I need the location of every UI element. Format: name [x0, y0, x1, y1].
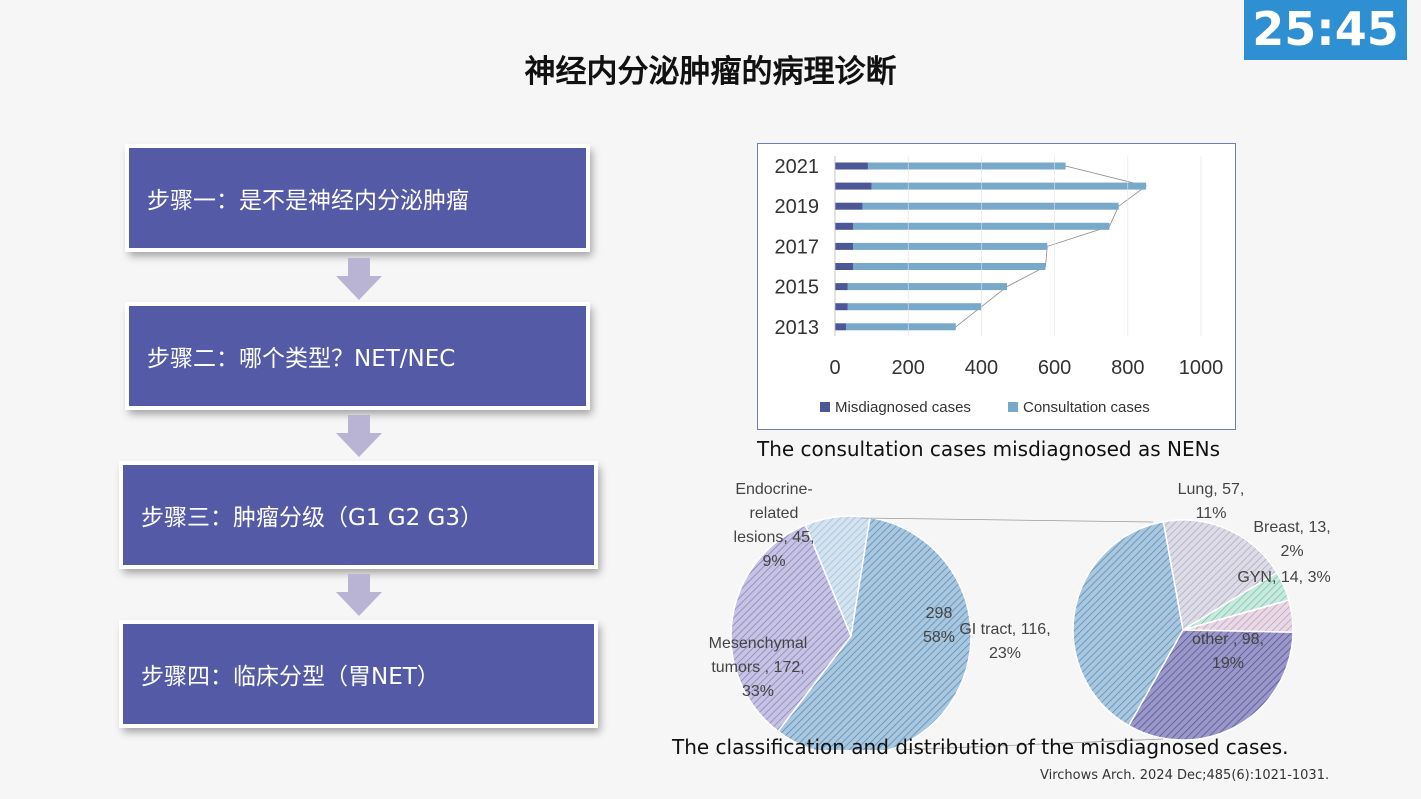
step-4-box: 步骤四：临床分型（胃NET） — [123, 624, 594, 724]
pie-connector-line — [891, 738, 1164, 750]
citation: Virchows Arch. 2024 Dec;485(6):1021-1031… — [1040, 768, 1330, 783]
x-tick-label: 600 — [1038, 357, 1071, 379]
y-tick-label: 2019 — [775, 196, 820, 218]
step-2-box: 步骤二：哪个类型？NET/NEC — [129, 306, 586, 406]
bar-consultation-2020 — [871, 182, 1147, 190]
pie-chart-caption: The classification and distribution of t… — [672, 735, 1289, 759]
down-arrow-icon — [336, 415, 382, 457]
left-pie-slice-unnamed — [777, 516, 972, 750]
bar-consultation-2016 — [853, 263, 1046, 270]
bar-misdiagnosed-2014 — [835, 303, 848, 311]
bar-chart-panel: 2021 2019 2017 2015 2013 0 200 400 600 800 1000 Mis… — [757, 143, 1236, 430]
series-connector-line — [955, 165, 1148, 328]
bar-misdiagnosed-2020 — [835, 182, 872, 190]
x-tick-label: 1000 — [1179, 357, 1224, 379]
legend-label-misdiagnosed: Misdiagnosed cases — [835, 399, 971, 416]
down-arrow-icon — [336, 258, 382, 300]
bar-consultation-2013 — [845, 323, 956, 331]
bar-misdiagnosed-2017 — [835, 242, 854, 250]
pie-charts: Endocrine-related lesions, 45, 9% 298 58% Mes… — [709, 481, 1331, 750]
label-lung: Lung, 57, 11% — [1178, 481, 1245, 522]
bar-consultation-2017 — [853, 242, 1048, 250]
y-tick-label: 2017 — [775, 236, 820, 258]
bar-consultation-2015 — [847, 283, 1008, 291]
legend-swatch-misdiagnosed — [820, 402, 830, 412]
label-gi-tract: GI tract, 116, 23% — [959, 621, 1050, 662]
bar-consultation-2019 — [862, 202, 1119, 210]
bar-consultation-2014 — [847, 303, 982, 311]
bar-misdiagnosed-2021 — [835, 162, 868, 170]
step-1-box: 步骤一：是不是神经内分泌肿瘤 — [129, 148, 586, 248]
down-arrow-icon — [336, 574, 382, 616]
bar-chart: 2021 2019 2017 2015 2013 0 200 400 600 800 1000 Mis… — [775, 156, 1224, 416]
label-298: 298 58% — [923, 605, 955, 646]
legend-label-consultation: Consultation cases — [1023, 399, 1150, 416]
label-other: other , 98, 19% — [1192, 631, 1264, 672]
bar-misdiagnosed-2018 — [835, 222, 854, 230]
right-pie-slice-lung — [1162, 519, 1278, 632]
y-tick-label: 2013 — [775, 317, 820, 339]
bar-misdiagnosed-2016 — [835, 263, 854, 270]
bar-consultation-2021 — [867, 162, 1066, 170]
y-tick-label: 2015 — [775, 277, 820, 299]
label-mesenchymal: Mesenchymal tumors , 172, 33% — [709, 635, 808, 700]
bar-misdiagnosed-2013 — [835, 323, 846, 331]
right-pie-slice-gi-tract — [1072, 520, 1184, 727]
bar-chart-caption: The consultation cases misdiagnosed as N… — [757, 437, 1220, 461]
label-breast: Breast, 13, 2% — [1253, 519, 1330, 560]
step-3-box: 步骤三：肿瘤分级（G1 G2 G3） — [123, 465, 594, 565]
label-gyn: GYN, 14, 3% — [1237, 569, 1330, 586]
bar-misdiagnosed-2019 — [835, 202, 863, 210]
countdown-timer: 25:45 — [1244, 0, 1407, 60]
left-pie-slice-mesenchymal-tumors — [730, 524, 852, 733]
pie-connector-line — [860, 517, 1154, 523]
x-tick-label: 200 — [892, 357, 925, 379]
x-tick-label: 0 — [829, 357, 840, 379]
bar-misdiagnosed-2015 — [835, 283, 848, 291]
y-tick-label: 2021 — [775, 156, 820, 178]
label-endocrine: Endocrine-related lesions, 45, 9% — [734, 481, 815, 570]
x-tick-label: 400 — [965, 357, 998, 379]
legend-swatch-consultation — [1008, 402, 1018, 412]
slide-title: 神经内分泌肿瘤的病理诊断 — [524, 54, 897, 90]
x-tick-label: 800 — [1111, 357, 1144, 379]
right-pie-slice-other — [1127, 629, 1294, 741]
